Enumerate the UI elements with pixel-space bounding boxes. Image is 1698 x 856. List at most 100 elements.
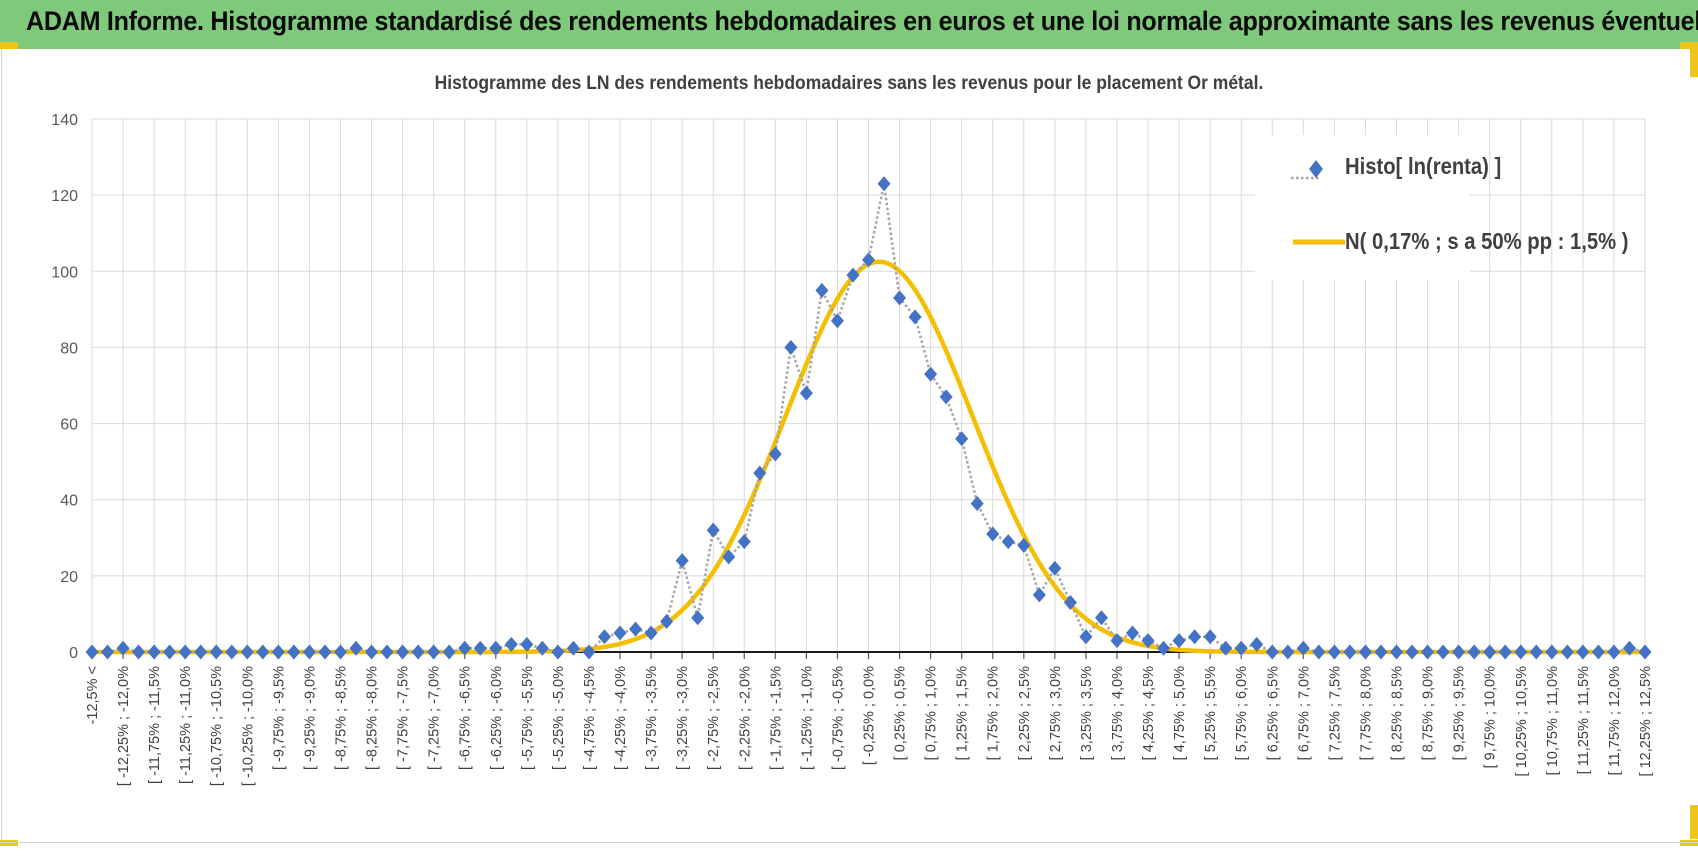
histogram-series — [85, 176, 1652, 660]
x-tick-label: [ 4,75% ; 5,0% — [1172, 666, 1188, 760]
histogram-point — [458, 640, 472, 656]
histogram-point — [302, 644, 316, 660]
histogram-point — [1048, 560, 1062, 576]
histogram-point — [1001, 534, 1015, 550]
x-tick-label: [ -7,25% ; -7,0% — [427, 666, 443, 770]
histogram-point — [225, 644, 239, 660]
histogram-point — [396, 644, 410, 660]
histogram-point — [924, 366, 938, 382]
histogram-point — [1374, 644, 1388, 660]
x-tick-label: [ -9,75% ; -9,5% — [271, 666, 287, 770]
frame-border-bottom — [0, 842, 1698, 843]
histogram-point — [535, 640, 549, 656]
corner-mark-br — [1680, 840, 1698, 846]
histogram-point — [582, 644, 596, 660]
x-tick-label: [ -4,75% ; -4,5% — [582, 666, 598, 770]
histogram-point — [737, 534, 751, 550]
corner-mark-right-top — [1690, 49, 1698, 77]
x-tick-label: [ 9,25% ; 9,5% — [1452, 666, 1468, 760]
histogram-point — [1250, 636, 1264, 652]
x-tick-label: -12,5% < — [85, 666, 101, 724]
x-tick-label: [ 8,25% ; 8,5% — [1390, 666, 1406, 760]
histogram-point — [660, 614, 674, 630]
histogram-point — [1560, 644, 1574, 660]
x-tick-label: [ -12,25% ; -12,0% — [116, 666, 132, 786]
x-tick-label: [ -9,25% ; -9,0% — [302, 666, 318, 770]
histogram-point — [566, 640, 580, 656]
y-tick-label: 140 — [51, 112, 78, 129]
histogram-point — [753, 465, 767, 481]
legend-swatch-histogram — [1291, 160, 1323, 180]
histogram-point — [1498, 644, 1512, 660]
histogram-point — [1343, 644, 1357, 660]
histogram-point — [520, 636, 534, 652]
x-tick-label: [ 7,75% ; 8,0% — [1358, 666, 1374, 760]
x-tick-label: [ 10,75% ; 11,0% — [1545, 666, 1561, 775]
histogram-point — [644, 625, 658, 641]
y-tick-label: 40 — [60, 493, 78, 510]
histogram-point — [318, 644, 332, 660]
x-tick-label: [ -3,75% ; -3,5% — [644, 666, 660, 770]
histogram-point — [1638, 644, 1652, 660]
y-tick-label: 0 — [69, 645, 78, 662]
x-tick-label: [ 1,25% ; 1,5% — [955, 666, 971, 760]
histogram-point — [1126, 625, 1140, 641]
histogram-point — [411, 644, 425, 660]
x-tick-label: [ -10,25% ; -10,0% — [240, 666, 256, 786]
histogram-point — [815, 282, 829, 298]
legend-label-normal: N( 0,17% ; s a 50% pp : 1,5% ) — [1345, 228, 1629, 254]
corner-mark-tl — [0, 42, 18, 49]
histogram-point — [1079, 629, 1093, 645]
histogram-point — [504, 636, 518, 652]
x-tick-label: [ -10,75% ; -10,5% — [209, 666, 225, 786]
x-tick-label: [ 10,25% ; 10,5% — [1514, 666, 1530, 777]
histogram-point — [1265, 644, 1279, 660]
x-tick-label: [ -6,75% ; -6,5% — [458, 666, 474, 770]
x-tick-label: [ -11,25% ; -11,0% — [178, 666, 194, 784]
histogram-point — [1094, 610, 1108, 626]
histogram-point — [1281, 644, 1295, 660]
histogram-point — [830, 313, 844, 329]
x-tick-label: [ 1,75% ; 2,0% — [986, 666, 1002, 760]
histogram-point — [939, 389, 953, 405]
histogram-point — [1312, 644, 1326, 660]
legend-swatch-normal — [1293, 239, 1345, 245]
histogram-point — [380, 644, 394, 660]
histogram-point — [1452, 644, 1466, 660]
histogram-point — [1296, 640, 1310, 656]
y-tick-label: 80 — [60, 340, 78, 357]
chart-title: Histogramme des LN des rendements hebdom… — [434, 73, 1264, 94]
histogram-point — [970, 496, 984, 512]
histogram-point — [675, 553, 689, 569]
histogram-point — [846, 267, 860, 283]
histogram-point — [908, 309, 922, 325]
histogram-point — [442, 644, 456, 660]
histogram-point — [722, 549, 736, 565]
y-tick-label: 20 — [60, 569, 78, 586]
histogram-point — [85, 644, 99, 660]
histogram-point — [986, 526, 1000, 542]
y-tick-label: 60 — [60, 417, 78, 434]
histogram-point — [1327, 644, 1341, 660]
x-tick-label: [ 3,75% ; 4,0% — [1110, 666, 1126, 760]
histogram-point — [1219, 640, 1233, 656]
x-tick-label: [ -3,25% ; -3,0% — [675, 666, 691, 770]
histogram-point — [1467, 644, 1481, 660]
corner-mark-right-bottom — [1690, 805, 1698, 839]
x-tick-label: [ 11,25% ; 11,5% — [1576, 666, 1592, 774]
histogram-point — [1358, 644, 1372, 660]
x-tick-label: [ -2,25% ; -2,0% — [737, 666, 753, 770]
histogram-point — [893, 290, 907, 306]
histogram-point — [862, 252, 875, 268]
histogram-point — [365, 644, 379, 660]
histogram-point — [287, 644, 301, 660]
x-tick-label: [ 2,75% ; 3,0% — [1048, 666, 1064, 760]
y-tick-label: 120 — [51, 188, 78, 205]
histogram-point — [799, 385, 813, 401]
histogram-point — [706, 522, 720, 538]
histogram-point — [427, 644, 441, 660]
histogram-point — [1234, 640, 1248, 656]
histogram-point — [1390, 644, 1404, 660]
